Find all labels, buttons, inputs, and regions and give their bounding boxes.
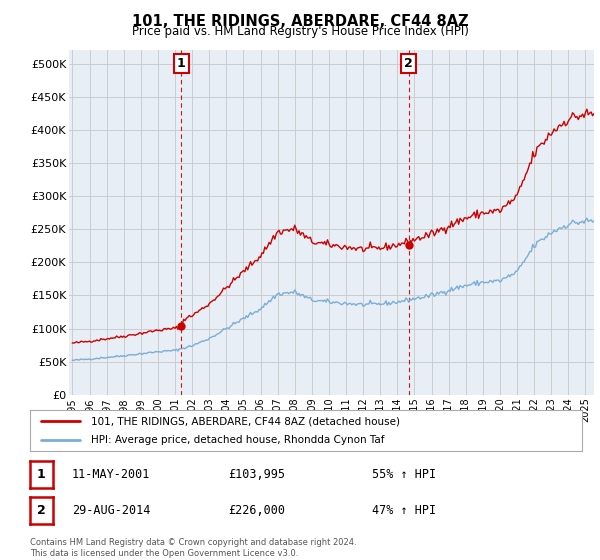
Text: £103,995: £103,995 (228, 468, 285, 482)
Text: 2: 2 (37, 503, 46, 517)
Text: 101, THE RIDINGS, ABERDARE, CF44 8AZ: 101, THE RIDINGS, ABERDARE, CF44 8AZ (131, 14, 469, 29)
Text: 55% ↑ HPI: 55% ↑ HPI (372, 468, 436, 482)
Text: 11-MAY-2001: 11-MAY-2001 (72, 468, 151, 482)
Text: 1: 1 (37, 468, 46, 482)
Text: 29-AUG-2014: 29-AUG-2014 (72, 503, 151, 517)
Text: Contains HM Land Registry data © Crown copyright and database right 2024.: Contains HM Land Registry data © Crown c… (30, 538, 356, 547)
Text: 101, THE RIDINGS, ABERDARE, CF44 8AZ (detached house): 101, THE RIDINGS, ABERDARE, CF44 8AZ (de… (91, 417, 400, 426)
Text: £226,000: £226,000 (228, 503, 285, 517)
Text: 2: 2 (404, 57, 413, 71)
Text: Price paid vs. HM Land Registry's House Price Index (HPI): Price paid vs. HM Land Registry's House … (131, 25, 469, 38)
Text: 1: 1 (177, 57, 186, 71)
Text: 47% ↑ HPI: 47% ↑ HPI (372, 503, 436, 517)
Text: This data is licensed under the Open Government Licence v3.0.: This data is licensed under the Open Gov… (30, 549, 298, 558)
Text: HPI: Average price, detached house, Rhondda Cynon Taf: HPI: Average price, detached house, Rhon… (91, 435, 384, 445)
